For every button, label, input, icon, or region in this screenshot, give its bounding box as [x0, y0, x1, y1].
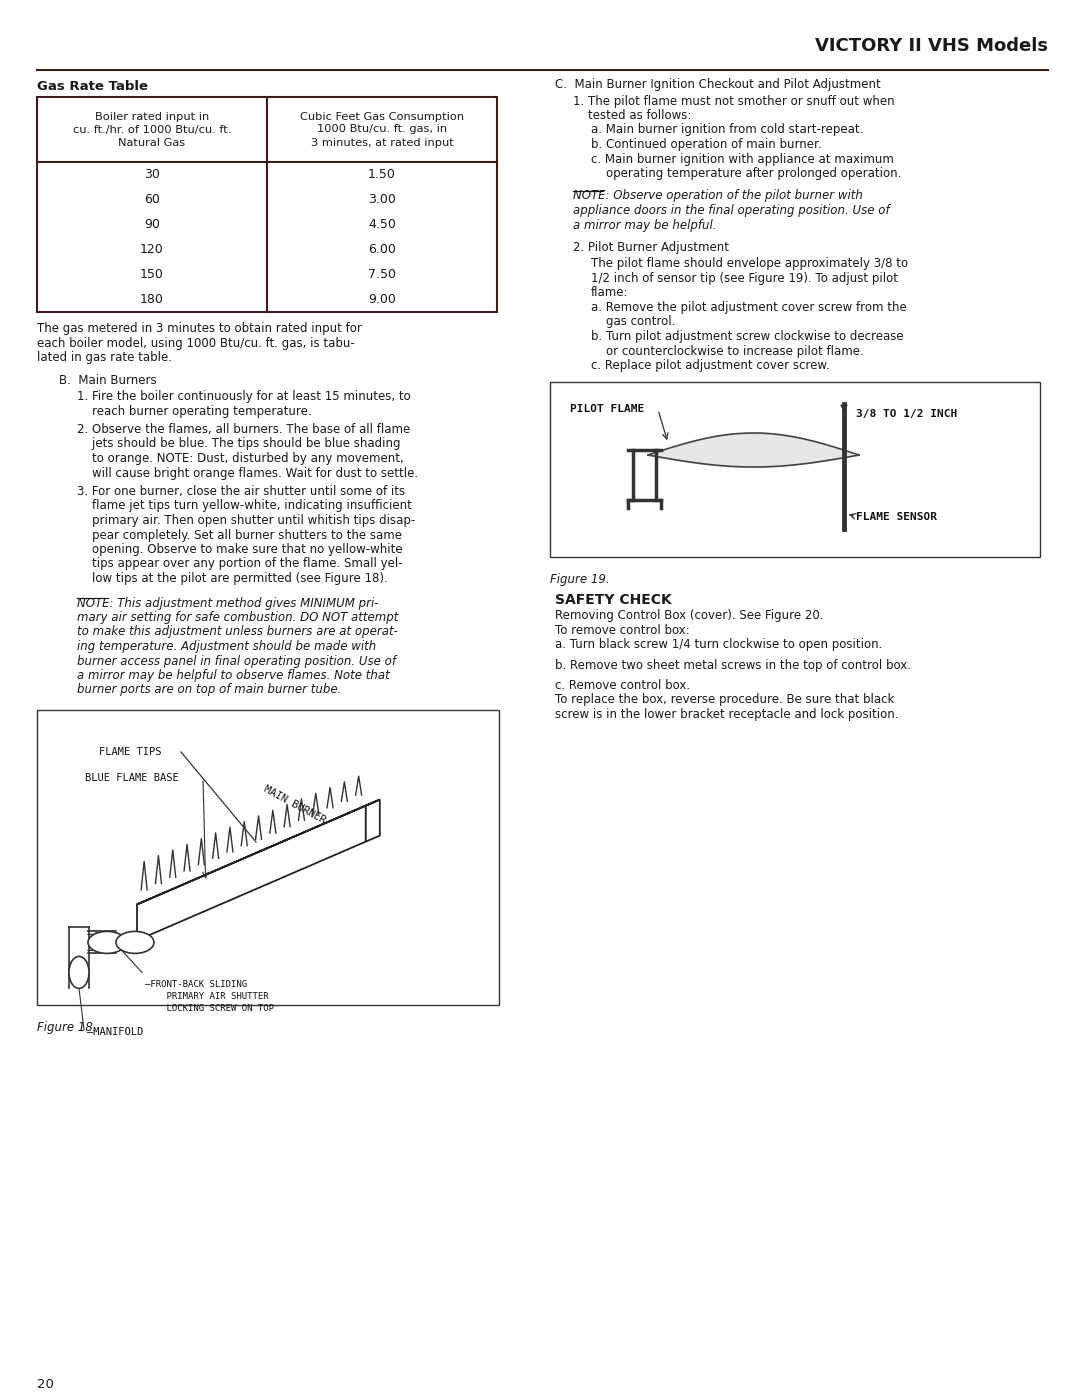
- Bar: [37, 710, 499, 1004]
- Text: 1000 Btu/cu. ft. gas, in: 1000 Btu/cu. ft. gas, in: [316, 124, 447, 134]
- Text: burner ports are on top of main burner tube.: burner ports are on top of main burner t…: [77, 683, 341, 697]
- Text: b. Remove two sheet metal screws in the top of control box.: b. Remove two sheet metal screws in the …: [555, 658, 912, 672]
- Text: 3/8 TO 1/2 INCH: 3/8 TO 1/2 INCH: [856, 408, 957, 419]
- Text: Natural Gas: Natural Gas: [119, 137, 186, 148]
- Text: —FRONT-BACK SLIDING
    PRIMARY AIR SHUTTER
    LOCKING SCREW ON TOP: —FRONT-BACK SLIDING PRIMARY AIR SHUTTER …: [145, 981, 274, 1013]
- Text: 30: 30: [144, 168, 160, 182]
- Text: 2. Observe the flames, all burners. The base of all flame: 2. Observe the flames, all burners. The …: [77, 423, 410, 436]
- Text: screw is in the lower bracket receptacle and lock position.: screw is in the lower bracket receptacle…: [555, 708, 899, 721]
- Text: flame jet tips turn yellow-white, indicating insufficient: flame jet tips turn yellow-white, indica…: [77, 500, 411, 513]
- Text: 150: 150: [140, 268, 164, 281]
- Text: 3 minutes, at rated input: 3 minutes, at rated input: [311, 137, 454, 148]
- Text: Figure 18.: Figure 18.: [37, 1021, 96, 1034]
- Text: To replace the box, reverse procedure. Be sure that black: To replace the box, reverse procedure. B…: [555, 693, 894, 707]
- Text: 60: 60: [144, 193, 160, 205]
- Text: gas control.: gas control.: [591, 316, 675, 328]
- Text: a mirror may be helpful to observe flames. Note that: a mirror may be helpful to observe flame…: [77, 669, 390, 682]
- Text: 1. Fire the boiler continuously for at least 15 minutes, to: 1. Fire the boiler continuously for at l…: [77, 390, 410, 402]
- Text: 7.50: 7.50: [368, 268, 396, 281]
- Text: will cause bright orange flames. Wait for dust to settle.: will cause bright orange flames. Wait fo…: [77, 467, 418, 479]
- Text: Gas Rate Table: Gas Rate Table: [37, 80, 148, 94]
- Text: opening. Observe to make sure that no yellow-white: opening. Observe to make sure that no ye…: [77, 543, 403, 556]
- Ellipse shape: [69, 957, 89, 989]
- Text: a. Main burner ignition from cold start-repeat.: a. Main burner ignition from cold start-…: [591, 123, 863, 137]
- Text: pear completely. Set all burner shutters to the same: pear completely. Set all burner shutters…: [77, 528, 402, 542]
- Text: 20: 20: [37, 1377, 54, 1391]
- Text: each boiler model, using 1000 Btu/cu. ft. gas, is tabu-: each boiler model, using 1000 Btu/cu. ft…: [37, 337, 354, 349]
- Text: low tips at the pilot are permitted (see Figure 18).: low tips at the pilot are permitted (see…: [77, 571, 388, 585]
- Text: The gas metered in 3 minutes to obtain rated input for: The gas metered in 3 minutes to obtain r…: [37, 321, 362, 335]
- Text: 6.00: 6.00: [368, 243, 396, 256]
- Text: to make this adjustment unless burners are at operat-: to make this adjustment unless burners a…: [77, 626, 397, 638]
- Text: operating temperature after prolonged operation.: operating temperature after prolonged op…: [591, 168, 902, 180]
- Text: 4.50: 4.50: [368, 218, 396, 231]
- Text: a. Turn black screw 1/4 turn clockwise to open position.: a. Turn black screw 1/4 turn clockwise t…: [555, 638, 882, 651]
- Text: c. Replace pilot adjustment cover screw.: c. Replace pilot adjustment cover screw.: [591, 359, 829, 372]
- Text: 1. The pilot flame must not smother or snuff out when: 1. The pilot flame must not smother or s…: [573, 95, 894, 108]
- Text: burner access panel in final operating position. Use of: burner access panel in final operating p…: [77, 655, 396, 668]
- Text: to orange. NOTE: Dust, disturbed by any movement,: to orange. NOTE: Dust, disturbed by any …: [77, 453, 404, 465]
- Text: NOTE: This adjustment method gives MINIMUM pri-: NOTE: This adjustment method gives MINIM…: [77, 597, 378, 609]
- Text: 1.50: 1.50: [368, 168, 396, 182]
- Text: c. Remove control box.: c. Remove control box.: [555, 679, 690, 692]
- Text: tips appear over any portion of the flame. Small yel-: tips appear over any portion of the flam…: [77, 557, 403, 570]
- Text: Boiler rated input in: Boiler rated input in: [95, 112, 210, 122]
- Text: FLAME TIPS: FLAME TIPS: [99, 747, 162, 757]
- Ellipse shape: [116, 932, 154, 953]
- Text: a mirror may be helpful.: a mirror may be helpful.: [573, 218, 716, 232]
- Text: 120: 120: [140, 243, 164, 256]
- Text: 2. Pilot Burner Adjustment: 2. Pilot Burner Adjustment: [573, 242, 729, 254]
- Text: reach burner operating temperature.: reach burner operating temperature.: [77, 405, 312, 418]
- Text: VICTORY II VHS Models: VICTORY II VHS Models: [815, 36, 1048, 54]
- Polygon shape: [137, 799, 380, 904]
- Ellipse shape: [87, 932, 126, 953]
- Text: b. Turn pilot adjustment screw clockwise to decrease: b. Turn pilot adjustment screw clockwise…: [591, 330, 904, 344]
- Text: The pilot flame should envelope approximately 3/8 to: The pilot flame should envelope approxim…: [591, 257, 908, 271]
- Text: flame:: flame:: [591, 286, 629, 299]
- Polygon shape: [366, 799, 380, 841]
- Text: 3.00: 3.00: [368, 193, 396, 205]
- Text: a. Remove the pilot adjustment cover screw from the: a. Remove the pilot adjustment cover scr…: [591, 300, 907, 314]
- Text: cu. ft./hr. of 1000 Btu/cu. ft.: cu. ft./hr. of 1000 Btu/cu. ft.: [72, 124, 231, 134]
- Text: lated in gas rate table.: lated in gas rate table.: [37, 351, 172, 365]
- Text: —MANIFOLD: —MANIFOLD: [87, 1027, 144, 1038]
- Bar: [37, 96, 497, 312]
- Bar: [550, 381, 1040, 556]
- Text: To remove control box:: To remove control box:: [555, 623, 690, 637]
- Text: FLAME SENSOR: FLAME SENSOR: [856, 511, 937, 521]
- Text: 90: 90: [144, 218, 160, 231]
- Text: b. Continued operation of main burner.: b. Continued operation of main burner.: [591, 138, 822, 151]
- Text: 9.00: 9.00: [368, 293, 396, 306]
- Text: NOTE: Observe operation of the pilot burner with: NOTE: Observe operation of the pilot bur…: [573, 190, 863, 203]
- Text: PILOT FLAME: PILOT FLAME: [570, 405, 645, 415]
- Text: tested as follows:: tested as follows:: [573, 109, 691, 122]
- Text: SAFETY CHECK: SAFETY CHECK: [555, 592, 672, 606]
- Text: C.  Main Burner Ignition Checkout and Pilot Adjustment: C. Main Burner Ignition Checkout and Pil…: [555, 78, 881, 91]
- Text: or counterclockwise to increase pilot flame.: or counterclockwise to increase pilot fl…: [591, 345, 864, 358]
- Text: appliance doors in the final operating position. Use of: appliance doors in the final operating p…: [573, 204, 890, 217]
- Polygon shape: [137, 806, 366, 940]
- Text: mary air setting for safe combustion. DO NOT attempt: mary air setting for safe combustion. DO…: [77, 610, 399, 624]
- Text: BLUE FLAME BASE: BLUE FLAME BASE: [85, 773, 179, 782]
- Text: B.  Main Burners: B. Main Burners: [59, 373, 157, 387]
- Text: Cubic Feet Gas Consumption: Cubic Feet Gas Consumption: [300, 112, 464, 122]
- Text: 180: 180: [140, 293, 164, 306]
- Text: MAIN BURNER: MAIN BURNER: [261, 784, 327, 826]
- Text: jets should be blue. The tips should be blue shading: jets should be blue. The tips should be …: [77, 437, 401, 450]
- Text: 1/2 inch of sensor tip (see Figure 19). To adjust pilot: 1/2 inch of sensor tip (see Figure 19). …: [591, 272, 897, 285]
- Text: Removing Control Box (cover). See Figure 20.: Removing Control Box (cover). See Figure…: [555, 609, 824, 622]
- Text: c. Main burner ignition with appliance at maximum: c. Main burner ignition with appliance a…: [591, 152, 894, 165]
- Text: Figure 19.: Figure 19.: [550, 573, 609, 585]
- Text: 3. For one burner, close the air shutter until some of its: 3. For one burner, close the air shutter…: [77, 485, 405, 497]
- Text: primary air. Then open shutter until whitish tips disap-: primary air. Then open shutter until whi…: [77, 514, 415, 527]
- Text: ing temperature. Adjustment should be made with: ing temperature. Adjustment should be ma…: [77, 640, 376, 652]
